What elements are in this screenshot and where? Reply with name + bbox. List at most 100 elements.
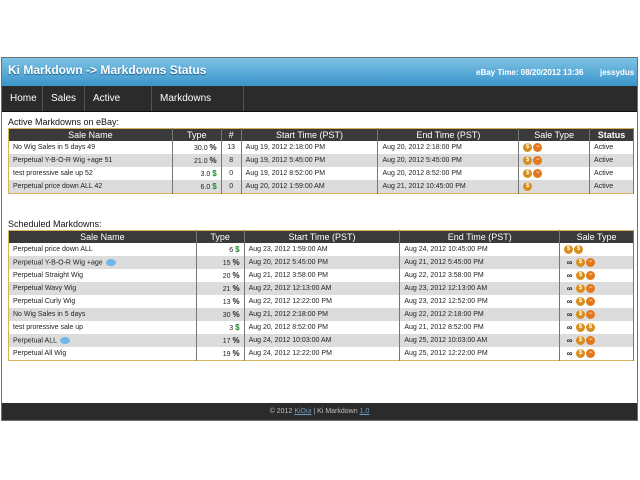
end-time: Aug 21, 2012 8:52:00 PM [399,321,561,334]
comment-bubble-icon[interactable] [105,258,116,266]
sale-type-icons: ∞ $ − [559,282,634,295]
start-time: Aug 19, 2012 2:18:00 PM [241,141,379,154]
nav-home[interactable]: Home [2,86,43,111]
type-cell: 21 % [196,282,245,295]
table-row[interactable]: Perpetual Y-B-O-R Wig +age 51 21.0 % 8 Aug … [8,154,634,167]
coin-icon: $ [523,182,533,191]
table-row[interactable]: Perpetual price down ALL 42 6.0 $0 Aug 20,… [8,180,634,194]
discount-icon: − [586,258,596,267]
sale-name-cell: Perpetual Curly Wig [8,295,197,308]
dollar-icon: $ [235,245,240,254]
sale-name-cell: Perpetual All Wig [8,347,197,361]
start-time: Aug 24, 2012 12:22:00 PM [244,347,401,361]
header-bar: Ki Markdown -> Markdowns Status eBay Tim… [2,58,637,86]
link-icon: ∞ [566,310,573,319]
percent-icon: % [232,310,240,319]
footer-version-link[interactable]: 1.0 [359,408,370,415]
sale-name: Perpetual ALL [13,337,57,345]
sale-type-icons: ∞ $ − [559,295,634,308]
table-row[interactable]: Perpetual ALL 17 % Aug 24, 2012 10:03:00 A… [8,334,634,347]
type-cell: 17 % [196,334,245,347]
table-row[interactable]: test proressive sale up 52 3.0 $0 Aug 19, … [8,167,634,180]
scheduled-caption: Scheduled Markdowns: [8,219,102,229]
sale-name-cell: Perpetual ALL [8,334,197,347]
col-type: Type [196,230,245,243]
table-row[interactable]: No Wig Sales in 5 days 30 % Aug 21, 2012 2… [8,308,634,321]
type-value: 19 [222,351,231,358]
coin-icon: $ [564,245,574,254]
type-value: 6 [229,247,234,254]
nav-sales[interactable]: Sales [43,86,85,111]
item-count: 0 [221,180,242,194]
percent-icon: % [209,156,217,165]
table-row[interactable]: No Wig Sales in 5 days 49 30.0 % 13 Aug 19,… [8,141,634,154]
coin-icon: $ [576,349,586,358]
end-time: Aug 20, 2012 8:52:00 PM [377,167,520,180]
table-row[interactable]: Perpetual All Wig 19 % Aug 24, 2012 12:22:… [8,347,634,361]
sale-name: Perpetual Straight Wig [13,272,84,279]
percent-icon: % [232,258,240,267]
type-value: 13 [222,299,231,306]
coin-icon: $ [523,156,533,165]
username[interactable]: jessydus [600,68,635,77]
sale-name: test proressive sale up 52 [8,167,173,180]
nav-active-items[interactable]: Active Items [85,86,152,129]
sale-name: Perpetual Curly Wig [13,298,76,305]
type-cell: 6 $ [196,243,245,256]
end-time: Aug 20, 2012 5:45:00 PM [377,154,520,167]
dollar-icon: $ [212,182,217,191]
table-row[interactable]: Perpetual Wavy Wig 21 % Aug 22, 2012 12:13… [8,282,634,295]
sale-name: Perpetual Y-B-O-R Wig +age [13,259,103,267]
discount-icon: − [586,336,596,345]
status: Active [589,154,634,167]
link-icon: ∞ [566,336,573,345]
table-row[interactable]: Perpetual Curly Wig 13 % Aug 22, 2012 12:2… [8,295,634,308]
table-row[interactable]: Perpetual price down ALL 6 $ Aug 23, 2012 … [8,243,634,256]
col-sale-name: Sale Name [8,230,197,243]
app-window: Ki Markdown -> Markdowns Status eBay Tim… [1,57,638,421]
sale-type-icons: $ − [518,154,591,167]
type-cell: 19 % [196,347,245,361]
ebay-time: eBay Time: 08/20/2012 13:36 [476,68,584,77]
end-time: Aug 22, 2012 3:58:00 PM [399,269,561,282]
table-row[interactable]: Perpetual Y-B-O-R Wig +age 15 % Aug 20, 20… [8,256,634,269]
discount-icon: − [586,284,596,293]
coin-icon: $ [574,245,584,254]
sale-type-icons: $ [518,180,591,194]
start-time: Aug 21, 2012 3:58:00 PM [244,269,401,282]
item-count: 0 [221,167,242,180]
end-time: Aug 25, 2012 10:03:00 AM [399,334,561,347]
sale-name: Perpetual price down ALL [13,246,93,253]
end-time: Aug 21, 2012 5:45:00 PM [399,256,561,269]
link-icon: ∞ [566,323,573,332]
footer: © 2012 KiOui | Ki Markdown 1.0 [2,403,637,420]
start-time: Aug 23, 2012 1:59:00 AM [244,243,401,256]
percent-icon: % [232,336,240,345]
item-count: 8 [221,154,242,167]
type-cell: 21.0 % [172,154,222,167]
sale-name-cell: test proressive sale up [8,321,197,334]
sale-name-cell: Perpetual price down ALL [8,243,197,256]
sale-name: Perpetual Wavy Wig [13,285,77,292]
col-sale-type: Sale Type [518,128,591,141]
footer-company-link[interactable]: KiOui [294,408,312,415]
sale-name: Perpetual price down ALL 42 [8,180,173,194]
col-type: Type [172,128,222,141]
start-time: Aug 22, 2012 12:22:00 PM [244,295,401,308]
end-time: Aug 23, 2012 12:13:00 AM [399,282,561,295]
type-cell: 13 % [196,295,245,308]
start-time: Aug 19, 2012 5:45:00 PM [241,154,379,167]
type-cell: 6.0 $ [172,180,222,194]
table-row[interactable]: Perpetual Straight Wig 20 % Aug 21, 2012 3… [8,269,634,282]
comment-bubble-icon[interactable] [59,336,70,344]
nav-markdowns-status[interactable]: Markdowns Status [152,86,244,129]
status: Active [589,141,634,154]
sale-name-cell: Perpetual Y-B-O-R Wig +age [8,256,197,269]
dollar-icon: $ [212,169,217,178]
end-time: Aug 21, 2012 10:45:00 PM [377,180,520,194]
sale-type-icons: $ − [518,167,591,180]
type-value: 3 [229,325,234,332]
link-icon: ∞ [566,297,573,306]
table-row[interactable]: test proressive sale up 3 $ Aug 20, 2012 8… [8,321,634,334]
link-icon: ∞ [566,271,573,280]
